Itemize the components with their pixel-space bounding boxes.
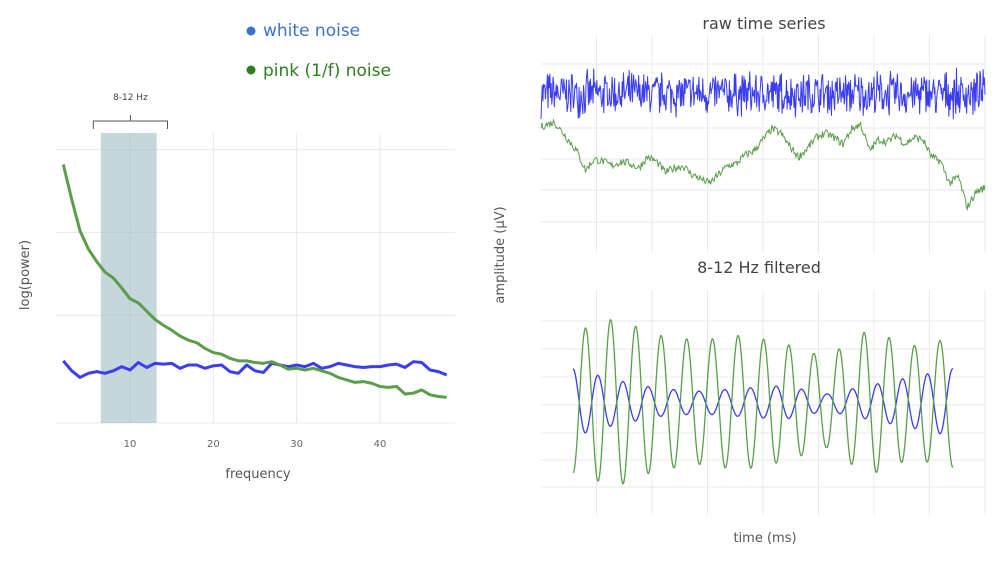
raw-grid [541, 35, 985, 253]
spectrum-x-tick-label: 10 [124, 439, 137, 450]
legend-marker-pink [247, 66, 256, 75]
legend-label-white: white noise [263, 21, 360, 41]
alpha-band-label: 8-12 Hz [113, 93, 148, 103]
spectrum-x-tick-label: 30 [290, 439, 303, 450]
legend-label-pink: pink (1/f) noise [263, 61, 391, 81]
spectrum-x-tick-label: 20 [207, 439, 220, 450]
alpha-band-bracket [93, 115, 167, 129]
filtered-panel-title: 8-12 Hz filtered [697, 258, 821, 277]
spectrum-x-tick-label: 40 [374, 439, 387, 450]
legend: white noise pink (1/f) noise [247, 21, 391, 81]
legend-marker-white [247, 27, 256, 36]
amplitude-y-axis-title: amplitude (µV) [493, 206, 508, 303]
raw-panel-title: raw time series [702, 14, 825, 33]
filtered-panel: 8-12 Hz filtered time (ms) [541, 258, 985, 546]
spectrum-y-axis-title: log(power) [18, 240, 33, 310]
spectrum-x-axis-title: frequency [225, 467, 291, 482]
alpha-band-highlight [101, 133, 157, 423]
raw-time-series-panel: raw time series [541, 14, 985, 253]
power-spectrum-panel: 8-12 Hz 10 20 30 40 frequency log(power) [18, 93, 455, 482]
filtered-x-axis-title: time (ms) [733, 531, 796, 546]
filtered-grid [541, 290, 985, 515]
spectrum-x-ticks: 10 20 30 40 [124, 439, 387, 450]
